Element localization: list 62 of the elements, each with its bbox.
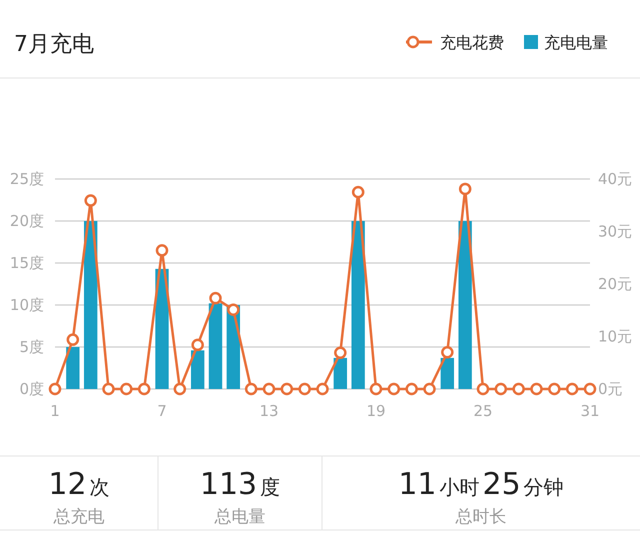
point <box>66 333 80 346</box>
point <box>227 303 240 316</box>
point <box>280 382 294 396</box>
point <box>120 382 133 396</box>
point <box>334 346 347 360</box>
chart-title: 7月充电 <box>14 32 94 57</box>
y2-tick-label: 30元 <box>598 222 632 240</box>
text: 总电量 <box>214 507 266 527</box>
point <box>102 382 115 396</box>
x-tick-label: 19 <box>366 402 386 420</box>
point <box>388 382 400 396</box>
y2-tick-label: 10元 <box>598 328 632 346</box>
point <box>441 346 454 358</box>
point <box>84 194 97 207</box>
y-tick-label: 25度 <box>10 170 44 188</box>
bar <box>440 358 454 389</box>
point <box>298 382 311 396</box>
legend-label: 充电花费 <box>440 33 504 52</box>
point <box>566 382 578 396</box>
bar <box>190 350 204 389</box>
text: 总时长 <box>454 507 506 527</box>
point <box>174 382 186 396</box>
text: 总充电 <box>52 507 104 527</box>
legend-label: 充电电量 <box>544 33 608 52</box>
bar <box>334 358 348 389</box>
y2-tick-label: 40元 <box>598 170 632 188</box>
y-tick-label: 5度 <box>19 338 44 356</box>
point <box>548 382 561 396</box>
y2-tick-label: 0元 <box>598 380 623 398</box>
point <box>476 382 490 396</box>
point <box>370 382 382 396</box>
point <box>209 292 222 304</box>
point <box>530 382 543 396</box>
bar <box>458 221 472 389</box>
point <box>156 244 168 257</box>
point <box>191 338 204 352</box>
x-tick-label: 25 <box>473 402 493 420</box>
bar <box>66 347 80 389</box>
x-tick-label: 7 <box>157 402 167 420</box>
point <box>458 182 472 196</box>
bar <box>351 221 365 389</box>
y-tick-label: 20度 <box>10 212 44 230</box>
y-tick-label: 10度 <box>10 296 44 314</box>
y-tick-label: 15度 <box>10 254 44 272</box>
x-tick-label: 1 <box>50 402 60 420</box>
y-tick-label: 0度 <box>19 380 44 398</box>
point <box>48 382 62 396</box>
x-tick-label: 31 <box>580 402 600 420</box>
point <box>584 382 596 396</box>
bar <box>208 303 222 389</box>
point <box>512 382 525 396</box>
point <box>352 186 364 198</box>
point <box>423 382 436 396</box>
point <box>405 382 418 396</box>
point <box>316 382 329 396</box>
point <box>494 382 508 396</box>
point <box>138 382 150 396</box>
point <box>262 382 276 396</box>
bar <box>84 221 98 389</box>
x-tick-label: 13 <box>259 402 279 420</box>
y2-tick-label: 20元 <box>598 275 632 293</box>
point <box>244 382 258 396</box>
